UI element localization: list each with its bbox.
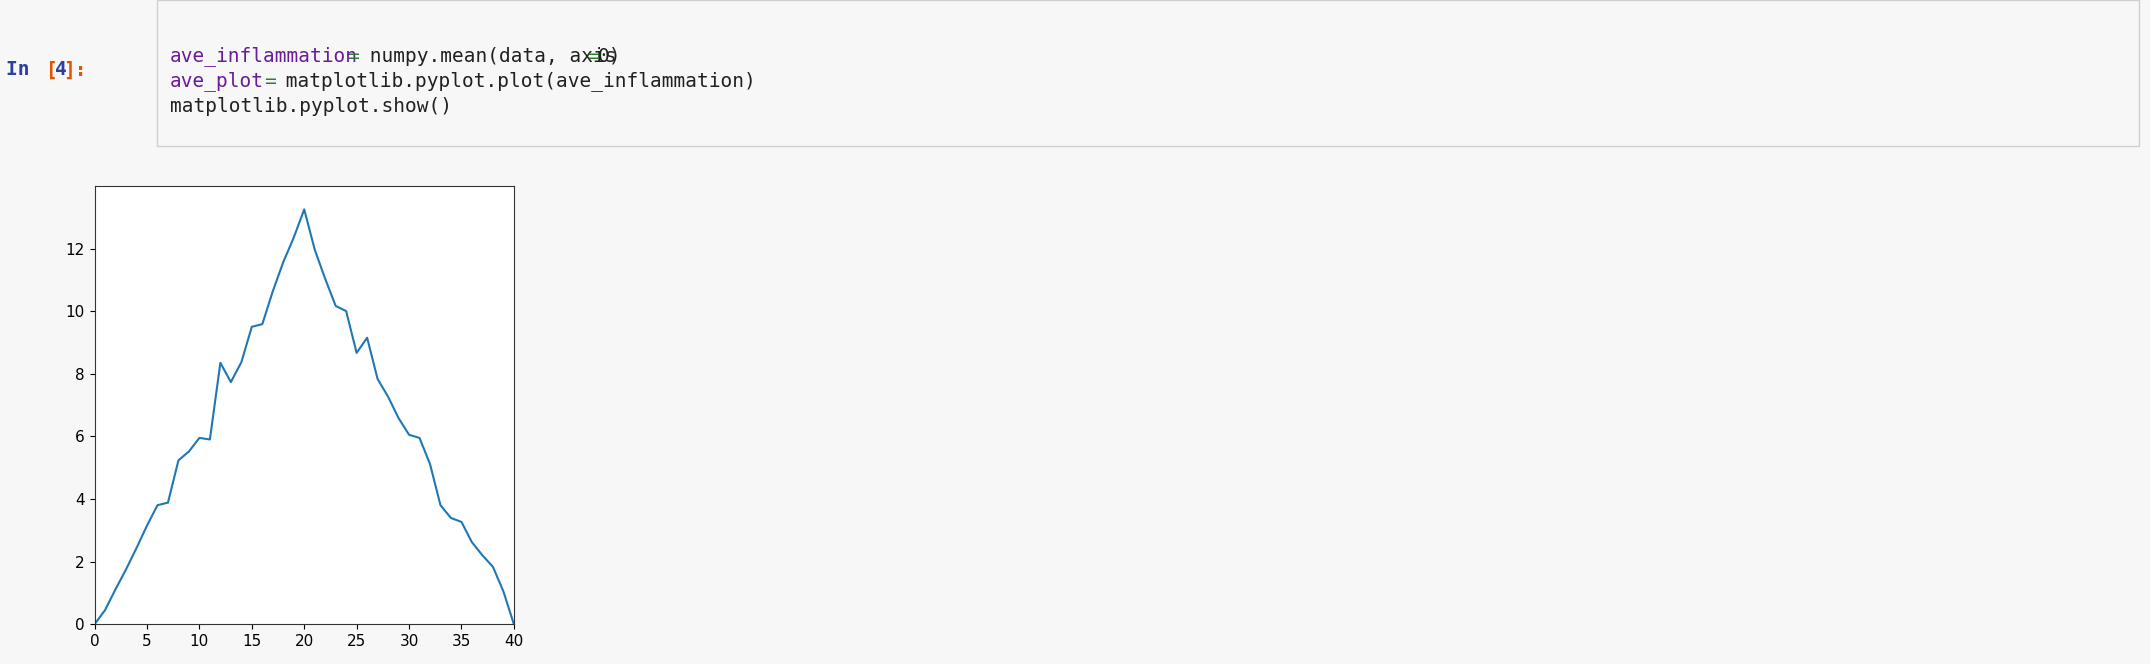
Text: 0): 0) (598, 47, 621, 66)
Text: ave_inflammation: ave_inflammation (170, 46, 357, 66)
Text: ]:: ]: (64, 60, 86, 79)
Text: ave_plot: ave_plot (170, 71, 264, 91)
FancyBboxPatch shape (157, 0, 2139, 146)
Text: matplotlib.pyplot.plot(ave_inflammation): matplotlib.pyplot.plot(ave_inflammation) (275, 71, 757, 91)
Text: [: [ (47, 60, 58, 79)
Text: =: = (587, 47, 598, 66)
Text: In: In (6, 60, 41, 79)
Text: matplotlib.pyplot.show(): matplotlib.pyplot.show() (170, 97, 452, 116)
Text: numpy.mean(data, axis: numpy.mean(data, axis (357, 47, 617, 66)
Text: 4: 4 (56, 60, 67, 79)
Text: =: = (264, 72, 275, 90)
Text: =: = (346, 47, 359, 66)
